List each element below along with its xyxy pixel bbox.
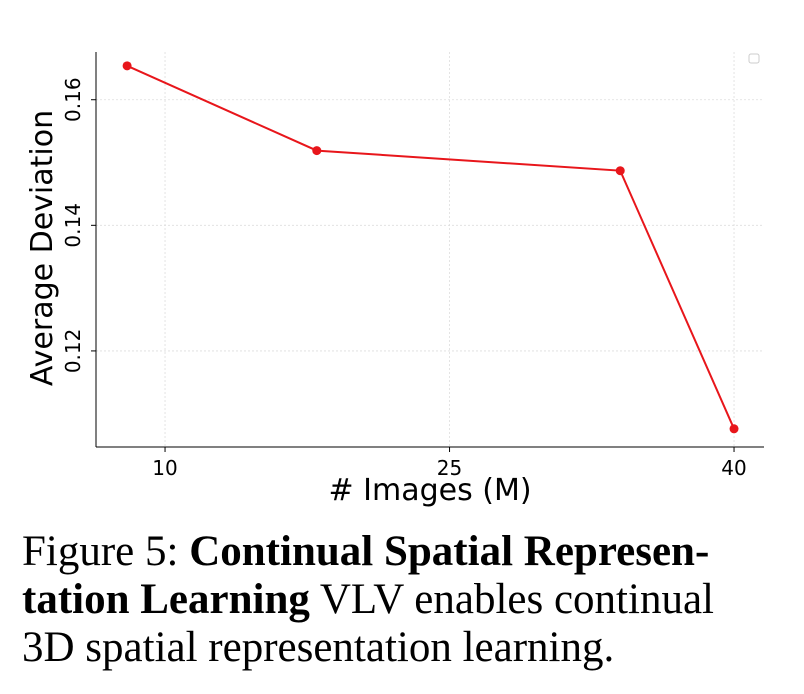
y-tick-label: 0.16 <box>61 77 85 122</box>
caption-line: 3D spatial representation learning. <box>22 624 614 672</box>
line <box>126 64 735 430</box>
caption-line: tation Learning VLV enables continual <box>22 576 714 624</box>
caption-text: VLV enables continual <box>319 576 714 623</box>
point <box>122 61 132 71</box>
x-tick-label: 40 <box>721 456 746 480</box>
x-axis-label: # Images (M) <box>328 473 531 508</box>
legend-box <box>748 53 760 64</box>
caption-text: 3D spatial representation learning. <box>22 624 615 671</box>
caption-title: tation Learning <box>22 576 310 623</box>
point <box>615 166 625 176</box>
caption-line: Figure 5: Continual Spatial Represen- <box>22 528 709 576</box>
caption-title: Continual Spatial Represen- <box>189 528 710 575</box>
caption-label: Figure 5: <box>22 528 179 575</box>
x-tick-label: 10 <box>152 456 177 480</box>
chart: # Images (M) Average Deviation 0.12 0.14 0… <box>25 52 764 508</box>
y-axis-label: Average Deviation <box>25 110 60 386</box>
point <box>312 146 322 156</box>
x-tick-label: 25 <box>437 456 462 480</box>
y-tick-label: 0.12 <box>61 329 85 374</box>
point <box>729 424 739 434</box>
y-tick-label: 0.14 <box>61 203 85 248</box>
